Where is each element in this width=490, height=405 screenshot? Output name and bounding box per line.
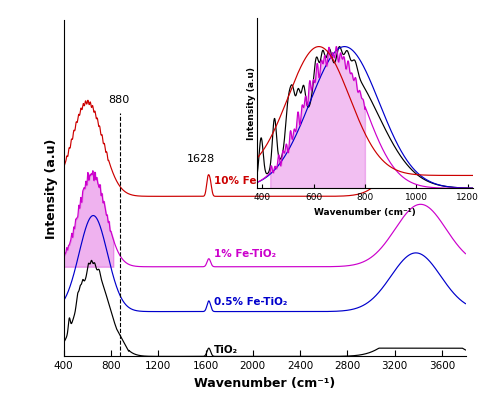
Text: 1% Fe-TiO₂: 1% Fe-TiO₂ bbox=[214, 249, 276, 259]
Text: 880: 880 bbox=[108, 96, 129, 105]
Text: 3420: 3420 bbox=[403, 172, 431, 182]
X-axis label: Wavenumber (cm⁻¹): Wavenumber (cm⁻¹) bbox=[314, 208, 416, 217]
Text: 1628: 1628 bbox=[187, 154, 215, 164]
Y-axis label: Intensity (a.u): Intensity (a.u) bbox=[45, 138, 58, 239]
Text: 10% Fe-TiO₂: 10% Fe-TiO₂ bbox=[214, 175, 283, 185]
X-axis label: Wavenumber (cm⁻¹): Wavenumber (cm⁻¹) bbox=[194, 377, 335, 390]
Y-axis label: Intensity (a.u): Intensity (a.u) bbox=[247, 67, 256, 140]
Text: TiO₂: TiO₂ bbox=[214, 345, 238, 355]
Text: 0.5% Fe-TiO₂: 0.5% Fe-TiO₂ bbox=[214, 297, 287, 307]
